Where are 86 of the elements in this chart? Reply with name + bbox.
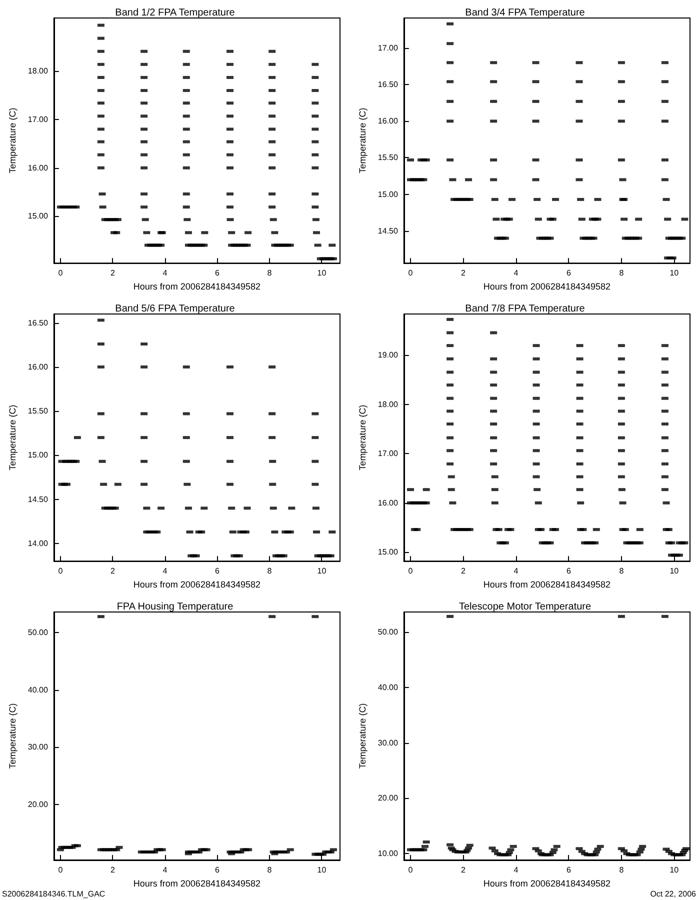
x-tick-label: 0 (408, 866, 414, 874)
y-tick-label: 16.00 (378, 116, 398, 126)
x-tick-label: 10 (670, 566, 680, 576)
y-tick-label: 18.00 (28, 66, 48, 76)
x-tick-label: 8 (267, 268, 272, 278)
x-axis-title: Hours from 2006284184349582 (483, 282, 611, 292)
x-tick-label: 2 (110, 268, 116, 278)
y-tick-label: 17.00 (378, 43, 398, 52)
chart-title: Band 3/4 FPA Temperature (465, 8, 586, 18)
y-tick-label: 50.00 (28, 628, 48, 638)
chart-title: Band 1/2 FPA Temperature (115, 8, 236, 18)
x-tick-label: 10 (317, 866, 327, 874)
x-tick-label: 4 (514, 866, 519, 874)
x-axis-title: Hours from 2006284184349582 (133, 580, 261, 590)
x-tick-label: 4 (162, 268, 168, 278)
text: Oct 22, 2006 (650, 890, 697, 898)
x-tick-label: 8 (267, 866, 272, 874)
x-tick-label: 8 (619, 866, 624, 874)
x-axis-title: Hours from 2006284184349582 (133, 878, 261, 888)
x-tick-label: 6 (566, 566, 572, 576)
y-tick-label: 16.50 (378, 80, 398, 90)
chart-title: FPA Housing Temperature (116, 602, 234, 612)
x-tick-label: 10 (317, 566, 327, 576)
y-tick-label: 10.00 (378, 849, 398, 858)
x-tick-label: 10 (670, 866, 680, 874)
y-tick-label: 20.00 (378, 794, 398, 803)
y-axis-title: Temperature (C) (8, 703, 18, 769)
x-tick-label: 4 (514, 566, 519, 576)
y-tick-label: 15.00 (28, 450, 48, 460)
x-tick-label: 4 (162, 866, 168, 874)
y-axis-title: Temperature (C) (358, 404, 368, 470)
y-tick-label: 16.00 (378, 498, 398, 508)
x-tick-label: 10 (317, 268, 327, 278)
y-tick-label: 14.50 (378, 226, 398, 236)
x-tick-label: 2 (461, 566, 466, 576)
x-tick-label: 6 (214, 566, 220, 576)
x-axis-title: Hours from 2006284184349582 (483, 878, 611, 888)
y-tick-label: 16.50 (28, 318, 48, 328)
y-tick-label: 19.00 (378, 350, 398, 360)
y-tick-label: 17.00 (28, 115, 48, 124)
x-tick-label: 8 (619, 566, 624, 576)
x-tick-label: 6 (566, 866, 572, 874)
y-tick-label: 15.00 (28, 212, 48, 221)
chart-title: Band 5/6 FPA Temperature (115, 304, 236, 314)
y-tick-label: 15.00 (378, 190, 398, 199)
x-tick-label: 0 (58, 268, 64, 278)
x-tick-label: 2 (110, 566, 116, 576)
y-tick-label: 40.00 (28, 685, 48, 694)
y-tick-label: 15.50 (28, 406, 48, 416)
y-axis-title: Temperature (C) (358, 703, 368, 769)
x-tick-label: 4 (162, 566, 168, 576)
x-tick-label: 4 (514, 268, 519, 278)
y-tick-label: 15.50 (378, 153, 398, 162)
y-axis-title: Temperature (C) (358, 108, 368, 174)
y-axis-title: Temperature (C) (8, 108, 18, 174)
x-tick-label: 0 (58, 566, 64, 576)
x-tick-label: 6 (566, 268, 572, 278)
y-tick-label: 17.00 (378, 449, 398, 458)
x-tick-label: 0 (408, 566, 414, 576)
x-tick-label: 6 (214, 866, 220, 874)
x-axis-title: Hours from 2006284184349582 (133, 282, 261, 292)
x-tick-label: 2 (461, 268, 466, 278)
x-tick-label: 0 (58, 866, 64, 874)
x-tick-label: 10 (670, 268, 680, 278)
y-tick-label: 14.00 (28, 538, 48, 548)
chart-title: Telescope Motor Temperature (458, 602, 592, 612)
y-tick-label: 14.50 (28, 494, 48, 504)
x-tick-label: 8 (619, 268, 624, 278)
y-tick-label: 20.00 (28, 800, 48, 809)
x-tick-label: 2 (461, 866, 466, 874)
y-tick-label: 18.00 (378, 400, 398, 409)
y-tick-label: 30.00 (378, 738, 398, 748)
y-tick-label: 50.00 (378, 627, 398, 636)
y-tick-label: 16.00 (28, 163, 48, 172)
y-axis-title: Temperature (C) (8, 404, 18, 470)
y-tick-label: 30.00 (28, 742, 48, 752)
x-tick-label: 8 (267, 566, 272, 576)
x-axis-title: Hours from 2006284184349582 (483, 580, 611, 590)
x-tick-label: 0 (408, 268, 414, 278)
y-tick-label: 15.00 (378, 548, 398, 557)
x-tick-label: 6 (214, 268, 220, 278)
chart-title: Band 7/8 FPA Temperature (465, 304, 586, 314)
y-tick-label: 40.00 (378, 682, 398, 692)
y-tick-label: 16.00 (28, 362, 48, 372)
x-tick-label: 2 (110, 866, 116, 874)
text: S2006284184346.TLM_GAC (2, 890, 106, 898)
